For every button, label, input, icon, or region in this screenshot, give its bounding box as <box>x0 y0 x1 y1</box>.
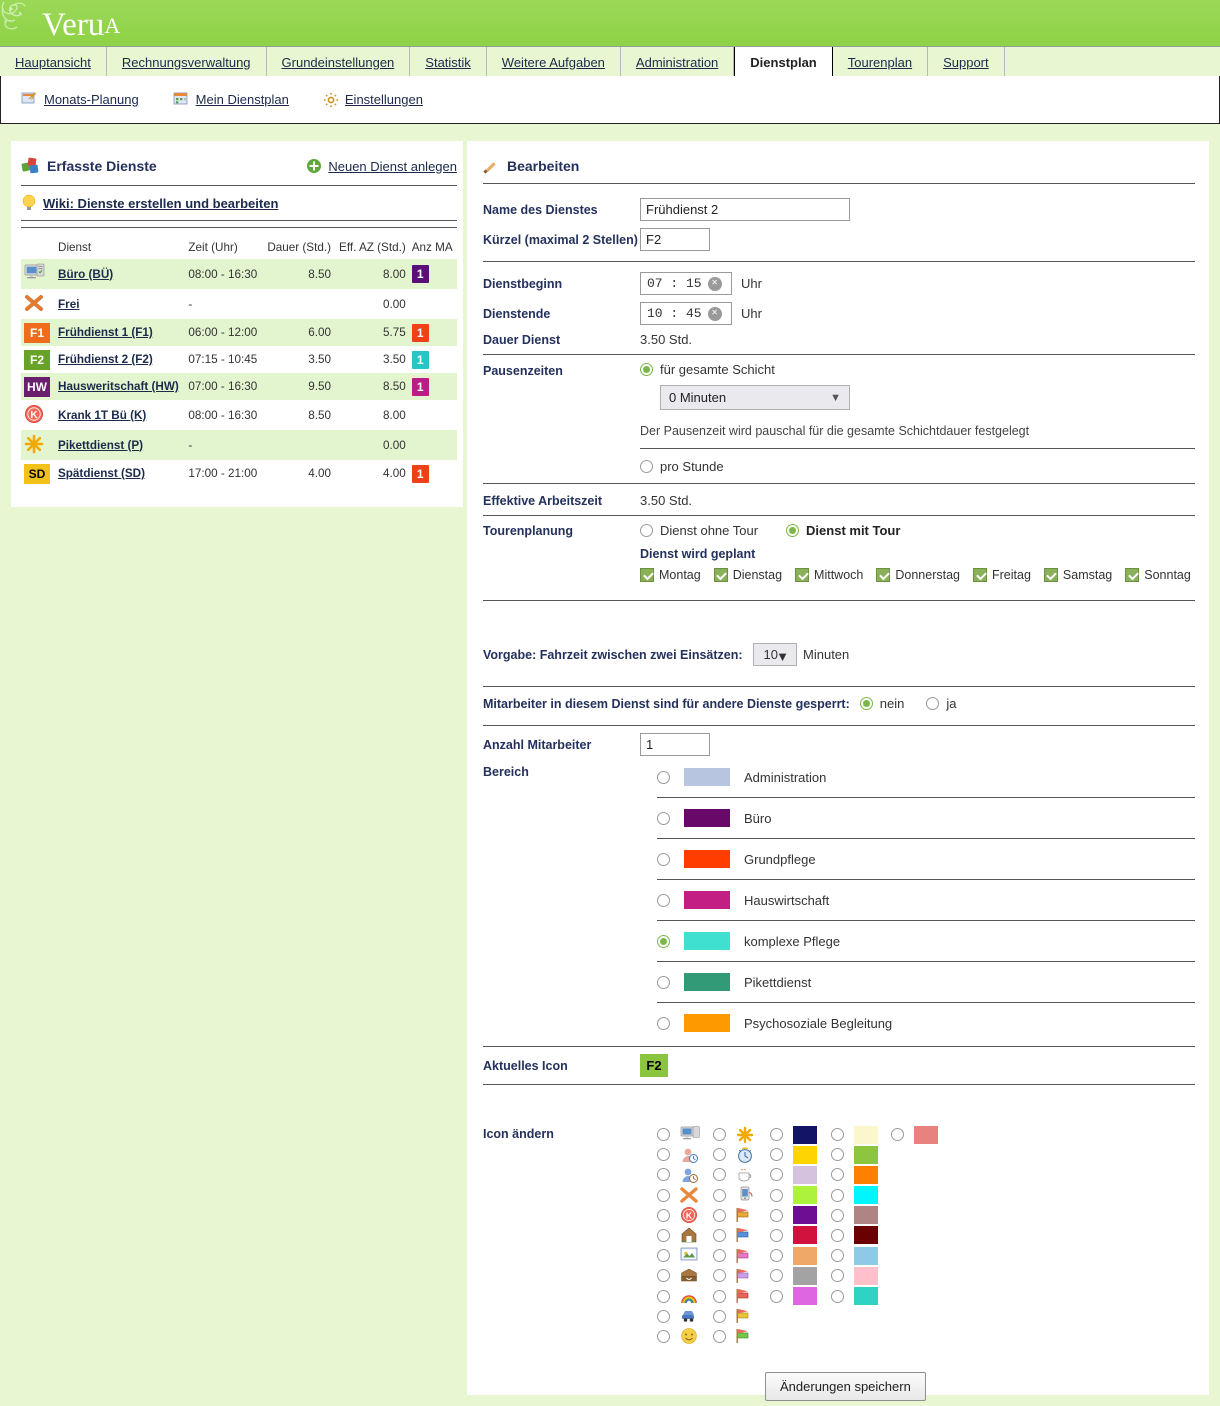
svg-text:K: K <box>686 1211 693 1221</box>
svg-text:K: K <box>30 410 38 421</box>
